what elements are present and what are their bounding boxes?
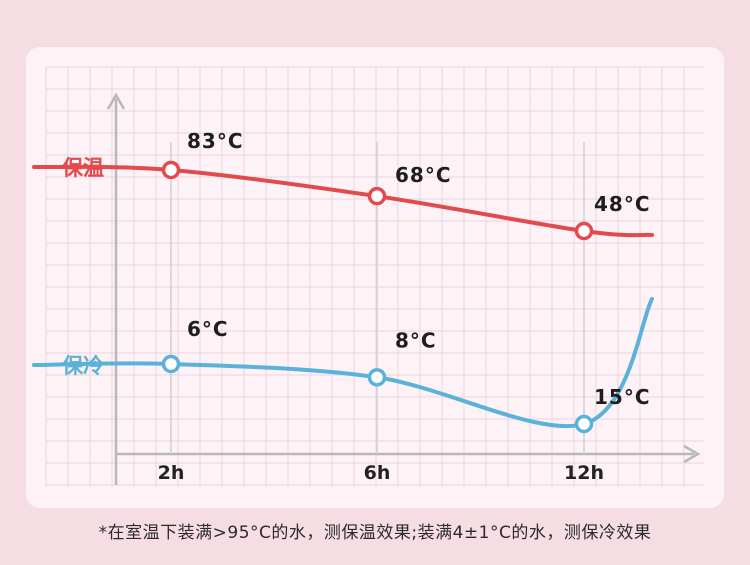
data-label: 83°C (187, 129, 244, 153)
data-point (161, 354, 181, 374)
data-point (367, 368, 387, 387)
data-label: 8°C (395, 328, 437, 352)
x-tick-label: 2h (158, 462, 185, 484)
series-label-cold: 保冷 (61, 354, 104, 378)
data-label: 48°C (594, 192, 651, 216)
data-label: 6°C (187, 317, 229, 341)
x-tick-label: 12h (564, 462, 604, 484)
data-label: 68°C (395, 163, 452, 187)
data-point (574, 414, 594, 434)
temperature-chart: 2h 6h 12h 83°C 68°C 48°C 保温 6°C 8°C 15°C 保冷 (32, 66, 704, 487)
series-label-hot: 保温 (61, 156, 104, 180)
data-point (574, 221, 594, 241)
data-point (161, 160, 181, 180)
series-line-cold (32, 297, 654, 429)
data-label: 15°C (594, 385, 651, 409)
x-tick-label: 6h (364, 462, 391, 484)
grid (45, 66, 704, 487)
footnote: *在室温下装满>95°C的水，测保温效果;装满4±1°C的水，测保冷效果 (98, 523, 652, 543)
x-axis-arrow (683, 444, 701, 464)
chart-card: 2h 6h 12h 83°C 68°C 48°C 保温 6°C 8°C 15°C 保冷 (26, 47, 724, 508)
y-axis-arrow (106, 92, 126, 110)
data-point (367, 186, 387, 206)
